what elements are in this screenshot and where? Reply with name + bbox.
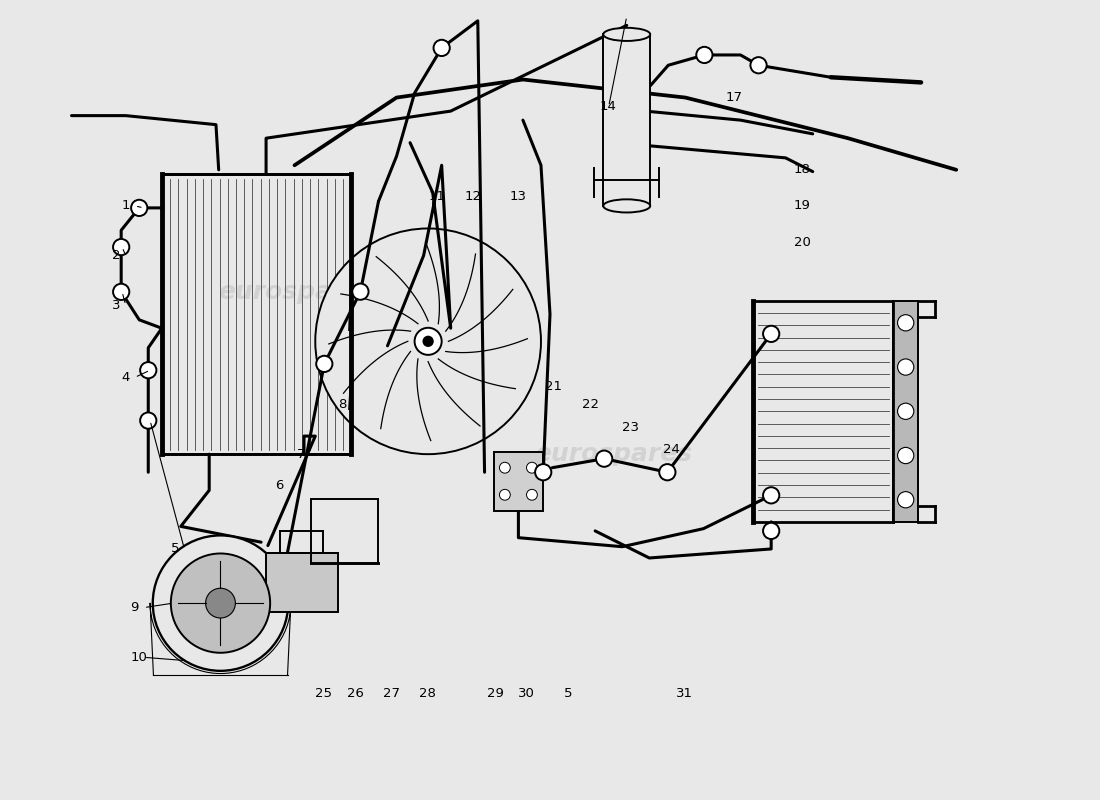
Circle shape	[153, 535, 288, 671]
Ellipse shape	[603, 28, 650, 41]
Text: 22: 22	[582, 398, 598, 411]
Text: 21: 21	[546, 380, 562, 393]
Text: 24: 24	[663, 443, 680, 456]
Text: 3: 3	[112, 298, 121, 312]
Polygon shape	[603, 34, 650, 206]
Circle shape	[763, 326, 779, 342]
Circle shape	[659, 464, 675, 480]
Circle shape	[206, 588, 235, 618]
Text: 4: 4	[121, 371, 130, 384]
Text: 5: 5	[563, 687, 572, 700]
Circle shape	[170, 554, 271, 653]
Text: 25: 25	[316, 687, 332, 700]
Circle shape	[415, 328, 442, 355]
Circle shape	[527, 490, 538, 500]
Text: 23: 23	[623, 421, 639, 434]
Text: 8: 8	[338, 398, 346, 411]
Text: 12: 12	[464, 190, 481, 203]
Circle shape	[696, 47, 713, 63]
Ellipse shape	[603, 199, 650, 213]
Circle shape	[527, 462, 538, 473]
Polygon shape	[494, 452, 543, 510]
Text: 27: 27	[383, 687, 400, 700]
Circle shape	[131, 200, 147, 216]
Circle shape	[422, 336, 433, 347]
Text: 7: 7	[297, 448, 306, 461]
Circle shape	[898, 403, 914, 419]
Circle shape	[898, 359, 914, 375]
Text: 1: 1	[121, 199, 130, 213]
Circle shape	[433, 40, 450, 56]
Text: eurospares: eurospares	[535, 442, 692, 466]
Text: 10: 10	[130, 650, 147, 664]
Text: 31: 31	[676, 687, 693, 700]
Text: eurospares: eurospares	[218, 280, 376, 304]
Circle shape	[113, 284, 130, 300]
Circle shape	[898, 492, 914, 508]
Text: 20: 20	[794, 235, 811, 249]
Circle shape	[596, 450, 613, 467]
Polygon shape	[265, 554, 338, 612]
Text: 28: 28	[419, 687, 436, 700]
Text: 6: 6	[275, 479, 283, 492]
Circle shape	[499, 490, 510, 500]
Circle shape	[316, 356, 332, 372]
Circle shape	[750, 57, 767, 74]
Polygon shape	[893, 301, 918, 522]
Circle shape	[352, 283, 368, 300]
Text: 30: 30	[518, 687, 536, 700]
Text: 19: 19	[794, 199, 811, 213]
Text: 9: 9	[130, 601, 139, 614]
Circle shape	[898, 447, 914, 464]
Text: 11: 11	[428, 190, 446, 203]
Circle shape	[898, 314, 914, 331]
Text: 18: 18	[794, 163, 811, 176]
Circle shape	[499, 462, 510, 473]
Circle shape	[535, 464, 551, 480]
Circle shape	[140, 362, 156, 378]
Circle shape	[113, 239, 130, 255]
Text: 29: 29	[487, 687, 504, 700]
Circle shape	[763, 487, 779, 503]
Text: 26: 26	[346, 687, 364, 700]
Text: 2: 2	[112, 249, 121, 262]
Text: 14: 14	[600, 100, 616, 113]
Text: 5: 5	[170, 542, 179, 555]
Circle shape	[140, 413, 156, 429]
Circle shape	[763, 522, 779, 539]
Text: 17: 17	[726, 91, 742, 104]
Circle shape	[316, 229, 541, 454]
Text: 13: 13	[509, 190, 527, 203]
